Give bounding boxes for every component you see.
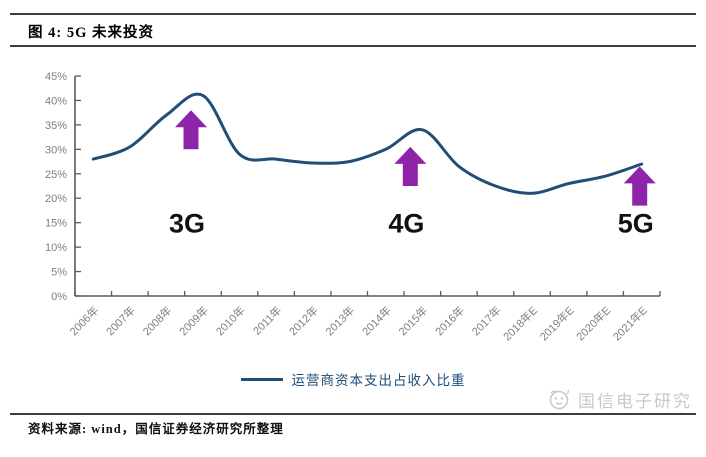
y-tick-label: 10% bbox=[45, 242, 67, 254]
y-tick-label: 25% bbox=[45, 169, 67, 181]
annotation-label-4g: 4G bbox=[388, 208, 424, 238]
x-tick-label: 2006年 bbox=[66, 303, 101, 338]
y-tick-label: 0% bbox=[51, 291, 67, 303]
capex-line-chart: 0%5%10%15%20%25%30%35%40%45%2006年 2007年 20… bbox=[45, 71, 661, 343]
bottom-rule bbox=[10, 413, 696, 415]
x-tick-label: 2009年 bbox=[176, 303, 211, 338]
x-tick-label: 2008年 bbox=[140, 303, 175, 338]
x-tick-label: 2021年E bbox=[610, 303, 650, 343]
annotation-label-3g: 3G bbox=[169, 208, 205, 238]
figure-title: 图 4: 5G 未来投资 bbox=[28, 25, 154, 41]
x-tick-label: 2020年E bbox=[573, 303, 613, 343]
x-tick-label: 2015年 bbox=[395, 303, 430, 338]
watermark-text: 国信电子研究 bbox=[578, 391, 692, 411]
chart-legend: 运营商资本支出占收入比重 bbox=[0, 369, 706, 389]
guosen-logo-icon bbox=[549, 389, 570, 410]
watermark: 国信电子研究 bbox=[547, 386, 692, 412]
source-note: 资料来源: wind，国信证券经济研究所整理 bbox=[28, 422, 284, 436]
y-tick-label: 5% bbox=[51, 267, 67, 279]
annotation-label-5g: 5G bbox=[618, 208, 654, 238]
y-tick-label: 15% bbox=[45, 218, 67, 230]
x-tick-label: 2011年 bbox=[250, 303, 284, 337]
x-tick-label: 2018年E bbox=[500, 303, 540, 343]
y-tick-label: 30% bbox=[45, 144, 67, 156]
x-tick-label: 2007年 bbox=[103, 303, 138, 338]
x-tick-label: 2017年 bbox=[469, 303, 504, 338]
annotation-arrow-5g bbox=[623, 166, 656, 206]
x-tick-label: 2016年 bbox=[432, 303, 467, 338]
x-tick-label: 2010年 bbox=[213, 303, 248, 338]
title-underline-rule bbox=[10, 45, 696, 47]
x-tick-label: 2019年E bbox=[537, 303, 577, 343]
top-rule bbox=[10, 13, 696, 15]
y-tick-label: 35% bbox=[45, 120, 67, 132]
legend-label: 运营商资本支出占收入比重 bbox=[291, 373, 466, 388]
x-tick-label: 2012年 bbox=[286, 303, 321, 338]
capex-ratio-line bbox=[91, 92, 644, 195]
x-tick-label: 2014年 bbox=[359, 303, 394, 338]
x-tick-label: 2013年 bbox=[322, 303, 357, 338]
y-tick-label: 40% bbox=[45, 95, 67, 107]
annotation-arrow-4g bbox=[394, 146, 427, 186]
annotation-arrow-3g bbox=[175, 110, 207, 150]
y-tick-label: 45% bbox=[45, 71, 67, 83]
legend-line-swatch bbox=[240, 377, 283, 381]
y-tick-label: 20% bbox=[45, 193, 67, 205]
